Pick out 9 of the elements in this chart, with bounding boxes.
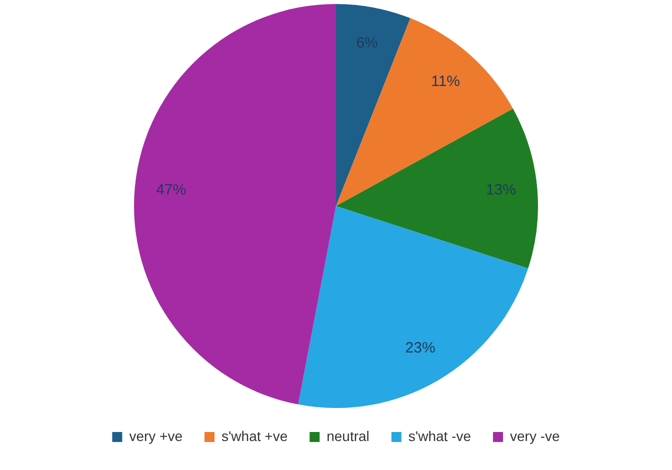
data-label: 13%: [486, 182, 516, 199]
legend-label: neutral: [326, 428, 370, 444]
data-label: 11%: [431, 72, 460, 90]
legend-label: very +ve: [129, 428, 183, 444]
data-label: 47%: [156, 182, 186, 199]
legend-label: very -ve: [510, 428, 560, 444]
legend-label: s'what -ve: [408, 428, 472, 444]
legend-label: s'what +ve: [222, 428, 288, 444]
data-label: 23%: [405, 340, 436, 357]
